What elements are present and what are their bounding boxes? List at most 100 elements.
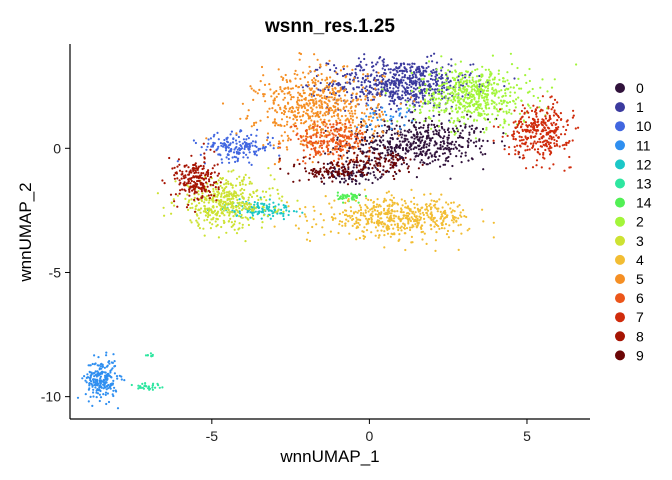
data-point [433, 123, 436, 126]
data-point [309, 124, 312, 127]
data-point [238, 198, 241, 201]
data-point [423, 120, 426, 123]
data-point [341, 74, 345, 78]
data-point [356, 103, 359, 106]
data-point [438, 154, 441, 158]
data-point [389, 154, 392, 157]
data-point [297, 106, 300, 109]
data-point [269, 144, 272, 147]
data-point [204, 214, 207, 217]
data-point [435, 142, 438, 145]
data-point [493, 105, 496, 108]
data-point [268, 198, 271, 201]
data-point [97, 372, 100, 375]
data-point [187, 178, 190, 181]
data-point [463, 104, 466, 107]
data-point [91, 384, 94, 387]
data-point [252, 124, 256, 127]
data-point [280, 212, 283, 215]
data-point [473, 118, 476, 121]
data-point [391, 97, 394, 100]
data-point [430, 213, 433, 216]
data-point [408, 108, 411, 111]
data-point [342, 140, 345, 143]
data-point [537, 151, 540, 154]
data-point [512, 130, 515, 133]
data-point [431, 88, 434, 91]
data-point [449, 84, 452, 87]
data-point [342, 163, 345, 166]
series-points-11 [76, 103, 414, 410]
data-point [438, 198, 441, 201]
data-point [435, 219, 438, 222]
data-point [268, 187, 271, 190]
data-point [364, 166, 367, 169]
data-point [221, 102, 225, 105]
data-point [273, 121, 276, 124]
data-point [336, 90, 340, 93]
data-point [534, 109, 538, 112]
data-point [546, 90, 549, 93]
data-point [444, 130, 447, 134]
data-point [367, 118, 370, 121]
data-point [227, 180, 230, 183]
data-point [189, 169, 192, 172]
data-point [105, 354, 108, 357]
data-point [460, 161, 463, 164]
data-point [293, 110, 296, 113]
data-point [524, 74, 527, 77]
data-point [189, 219, 192, 222]
data-point [364, 203, 367, 207]
data-point [337, 133, 340, 136]
data-point [324, 125, 327, 128]
data-point [319, 63, 322, 66]
data-point [194, 141, 197, 145]
data-point [548, 167, 551, 170]
data-point [225, 231, 228, 234]
data-point [232, 151, 236, 154]
data-point [438, 113, 441, 116]
data-point [444, 159, 447, 162]
data-point [370, 106, 373, 109]
data-point [283, 206, 286, 209]
data-point [368, 146, 371, 149]
data-point [404, 88, 407, 91]
data-point [360, 98, 363, 101]
data-point [432, 130, 435, 133]
data-point [461, 84, 465, 87]
data-point [526, 110, 529, 113]
data-point [505, 110, 508, 113]
data-point [313, 175, 316, 178]
data-point [304, 170, 308, 173]
data-point [481, 208, 484, 211]
data-point [327, 110, 330, 113]
data-point [415, 146, 418, 149]
data-point [253, 153, 256, 156]
data-point [410, 226, 414, 229]
data-point [354, 68, 357, 71]
data-point [492, 125, 495, 128]
data-point [219, 142, 222, 145]
data-point [365, 223, 368, 226]
data-point [373, 174, 376, 177]
data-point [422, 88, 425, 91]
data-point [529, 135, 532, 138]
data-point [390, 219, 393, 222]
data-point [488, 107, 491, 110]
data-point [433, 52, 436, 55]
data-point [251, 212, 254, 215]
data-point [558, 145, 561, 148]
data-point [541, 130, 544, 133]
data-point [365, 95, 368, 98]
data-point [238, 181, 242, 184]
data-point [188, 199, 191, 202]
data-point [226, 211, 229, 214]
data-point [448, 70, 451, 73]
data-point [250, 195, 254, 198]
data-point [366, 75, 370, 78]
data-point [85, 381, 88, 384]
data-point [437, 225, 440, 228]
data-point [378, 221, 381, 224]
data-point [95, 378, 99, 381]
data-point [478, 74, 481, 78]
